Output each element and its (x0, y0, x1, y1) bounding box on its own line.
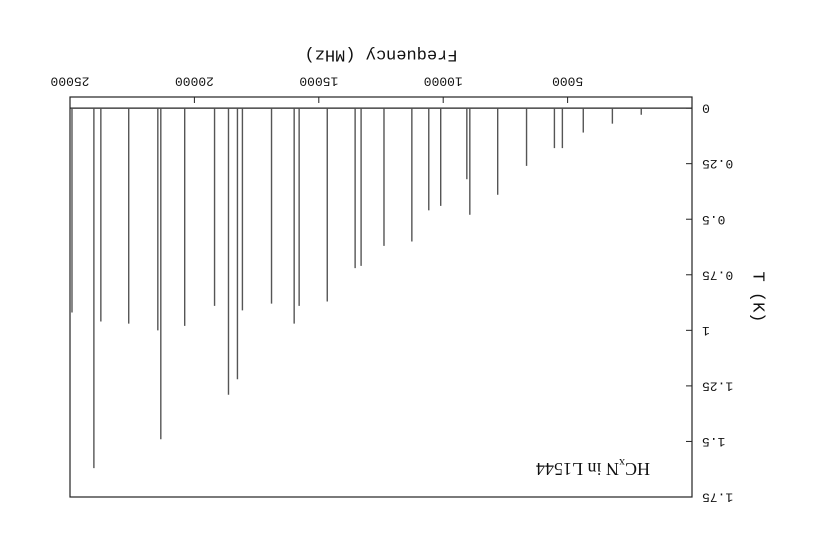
title-part: HC (625, 459, 650, 479)
chart-title: HCxN in L1544 (536, 456, 650, 479)
y-tick-label: 0.5 (702, 212, 725, 227)
y-tick-label: 1.5 (702, 434, 725, 449)
y-tick-label: 0 (702, 101, 710, 116)
y-tick-label: 1.25 (702, 378, 733, 393)
title-part: N in L1544 (536, 459, 619, 479)
x-tick-label: 15000 (299, 74, 338, 89)
x-axis-label: Frequency (MHz) (304, 45, 457, 64)
x-tick-label: 5000 (552, 74, 583, 89)
y-tick-label: 0.75 (702, 267, 733, 282)
y-tick-label: 1 (702, 323, 710, 338)
y-tick-label: 1.75 (702, 490, 733, 505)
rotated-plot: Frequency (MHz) T (K) HCxN in L1544 0 0.2… (50, 45, 766, 505)
y-tick-label: 0.25 (702, 156, 733, 171)
y-axis-label: T (K) (748, 271, 767, 322)
title-subscript: x (619, 456, 625, 470)
x-tick-label: 25000 (50, 74, 89, 89)
plot-frame (69, 96, 693, 498)
x-tick-label: 10000 (424, 74, 463, 89)
x-tick-label: 20000 (175, 74, 214, 89)
